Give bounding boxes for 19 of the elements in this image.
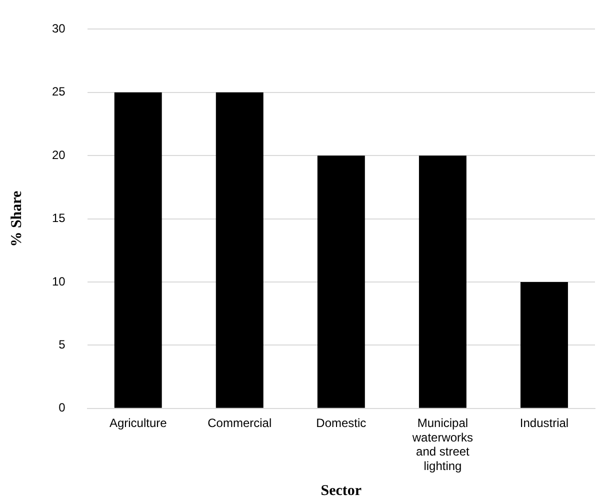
y-tick-label: 30	[52, 22, 66, 36]
y-tick-label: 20	[52, 148, 66, 162]
bar	[216, 92, 264, 408]
bar	[317, 156, 365, 408]
x-tick-label: Industrial	[520, 416, 569, 430]
bar	[520, 282, 568, 408]
y-tick-label: 25	[52, 84, 66, 99]
x-tick-label: Domestic	[316, 416, 366, 430]
x-tick-label: Municipal waterworks and street lighting	[411, 416, 474, 474]
x-tick-label: Commercial	[208, 416, 272, 430]
y-tick-label: 5	[58, 338, 66, 352]
y-tick-label: 0	[58, 400, 66, 415]
bar	[418, 156, 466, 408]
bar	[114, 92, 162, 408]
y-tick-label: 15	[52, 211, 66, 226]
y-axis-title: % Share	[8, 190, 25, 247]
x-tick-label: Agriculture	[109, 416, 168, 430]
y-tick-label: 10	[52, 274, 66, 288]
x-axis-title: Sector	[320, 482, 362, 499]
